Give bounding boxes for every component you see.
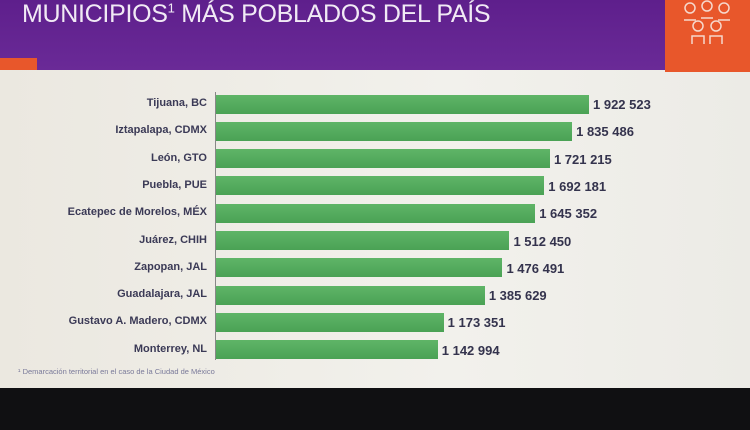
slide: MUNICIPIOS1 MÁS POBLADOS DEL PAÍS Tijuan… <box>0 0 750 388</box>
orange-accent-strip <box>0 58 37 70</box>
people-group-icon <box>684 0 730 44</box>
category-label: Juárez, CHIH <box>139 233 207 246</box>
bar <box>216 176 545 196</box>
bar <box>216 258 503 278</box>
category-label: León, GTO <box>150 151 207 164</box>
screen-bezel <box>0 388 750 430</box>
header-band: MUNICIPIOS1 MÁS POBLADOS DEL PAÍS <box>0 0 665 70</box>
footnote: ¹ Demarcación territorial en el caso de … <box>18 367 215 376</box>
bar <box>216 149 550 169</box>
category-label: Zapopan, JAL <box>134 260 207 273</box>
data-label: 1 385 629 <box>488 288 547 304</box>
category-label: Iztapalapa, CDMX <box>115 124 207 137</box>
title-superscript: 1 <box>167 0 175 16</box>
data-label: 1 721 215 <box>553 151 612 167</box>
data-label: 1 512 450 <box>513 233 572 249</box>
y-axis-line <box>215 92 216 360</box>
bar <box>216 121 573 141</box>
category-label: Guadalajara, JAL <box>117 288 207 301</box>
data-label: 1 476 491 <box>506 260 565 276</box>
category-label: Puebla, PUE <box>142 178 207 191</box>
bar <box>216 94 589 114</box>
data-label: 1 692 181 <box>548 178 607 194</box>
data-label: 1 922 523 <box>593 97 651 112</box>
data-label: 1 173 351 <box>447 315 506 331</box>
bar <box>216 203 536 223</box>
bar <box>216 312 444 332</box>
category-label: Monterrey, NL <box>133 342 207 355</box>
data-label: 1 645 352 <box>539 206 598 222</box>
data-label: 1 142 994 <box>441 342 500 358</box>
bar <box>216 340 438 360</box>
orange-corner-block <box>665 0 750 72</box>
data-label: 1 835 486 <box>576 124 634 140</box>
category-label: Ecatepec de Morelos, MÉX <box>67 206 207 219</box>
bar <box>216 285 485 305</box>
page-title: MUNICIPIOS1 MÁS POBLADOS DEL PAÍS <box>22 0 491 29</box>
bar <box>216 231 510 250</box>
title-text-rest: MÁS POBLADOS DEL PAÍS <box>174 0 491 28</box>
category-label: Gustavo A. Madero, CDMX <box>68 315 207 328</box>
category-label: Tijuana, BC <box>146 97 207 109</box>
title-text: MUNICIPIOS <box>22 0 168 28</box>
